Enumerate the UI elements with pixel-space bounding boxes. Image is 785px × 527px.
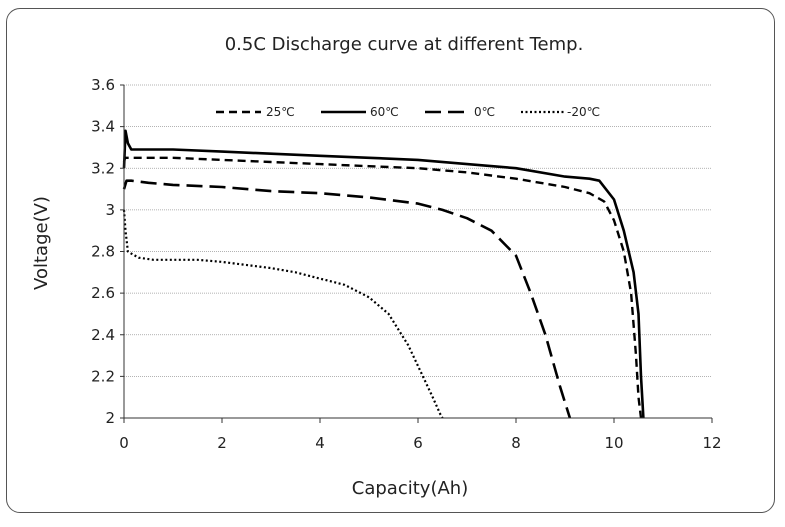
series-line-0: [122, 179, 572, 419]
chart-frame: [6, 8, 775, 513]
y-tick-label: 3.4: [91, 118, 115, 136]
x-tick-label: 12: [702, 434, 721, 452]
series-line-25: [122, 156, 643, 419]
series-line-60: [122, 129, 645, 419]
axes: 22.22.42.62.833.23.43.60 2 4 6 8 10 12: [91, 76, 721, 452]
chart-title: 0.5C Discharge curve at different Temp.: [225, 34, 584, 55]
x-tick-label: 10: [604, 434, 623, 452]
x-tick-label: 6: [413, 434, 423, 452]
x-tick-label: 4: [315, 434, 325, 452]
x-tick-label: 2: [217, 434, 227, 452]
series-line-minus20: [122, 209, 444, 419]
y-axis-label: Voltage(V): [31, 196, 52, 290]
x-axis-label: Capacity(Ah): [352, 478, 468, 499]
legend-label: -20℃: [567, 105, 600, 119]
y-tick-label: 2.4: [91, 326, 115, 344]
legend-label: 25℃: [266, 105, 295, 119]
y-tick-label: 3.6: [91, 76, 115, 94]
y-tick-label: 2.8: [91, 243, 115, 261]
y-tick-label: 2.6: [91, 284, 115, 302]
series-group: [122, 129, 645, 419]
y-tick-label: 3.2: [91, 159, 115, 177]
legend: 25℃ 60℃ 0℃ -20℃: [216, 105, 600, 119]
y-tick-label: 2: [105, 409, 115, 427]
x-tick-label: 0: [119, 434, 129, 452]
legend-label: 60℃: [370, 105, 399, 119]
legend-label: 0℃: [474, 105, 495, 119]
y-tick-label: 3: [105, 201, 115, 219]
y-tick-label: 2.2: [91, 367, 115, 385]
x-tick-label: 8: [511, 434, 521, 452]
gridlines: [124, 84, 712, 377]
